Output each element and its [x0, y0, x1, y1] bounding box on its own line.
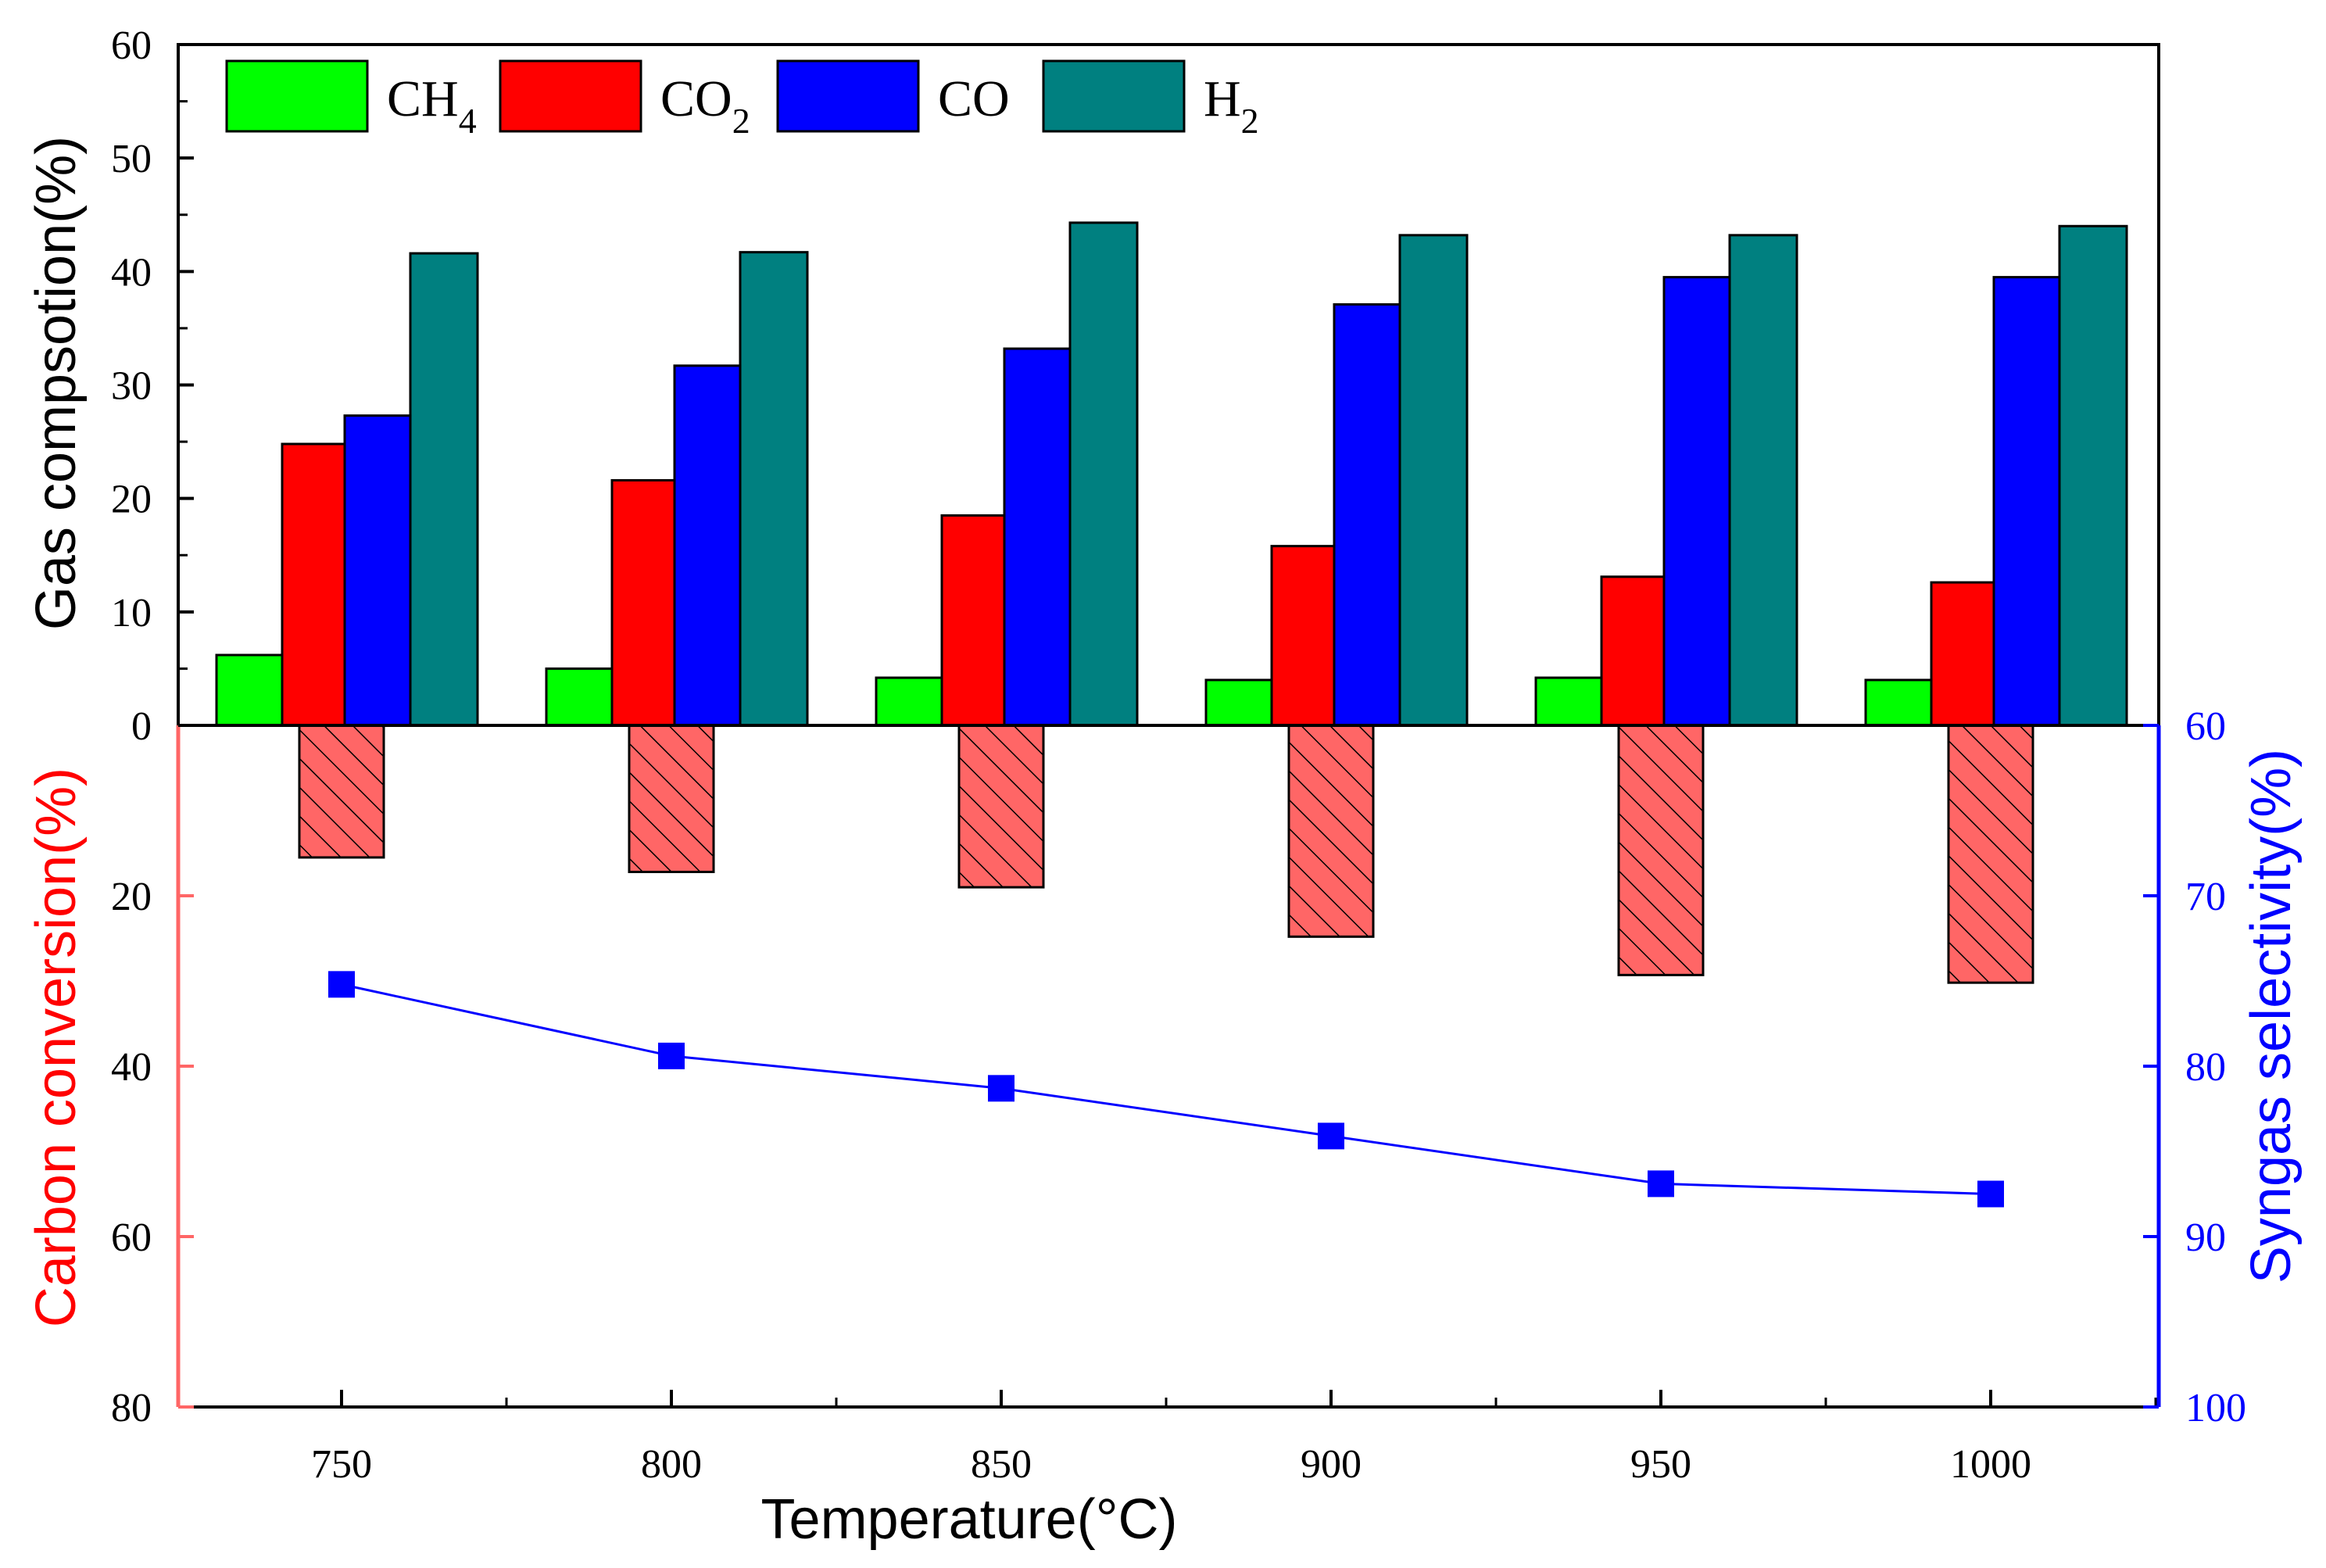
bar-carbon-conversion-1000 [1947, 724, 2034, 984]
bar-co-800 [673, 364, 743, 727]
syngas-selectivity-marker-1000 [1977, 1180, 2004, 1208]
legend-label-co: CO [938, 70, 1010, 127]
bar-co-1000 [1992, 276, 2063, 727]
bar-ch4-750 [215, 653, 285, 727]
bar-h2-900 [1398, 234, 1469, 727]
bar-carbon-conversion-800 [628, 724, 715, 873]
top-y-tick-label: 50 [111, 137, 152, 181]
x-tick-label: 750 [311, 1442, 372, 1487]
bar-carbon-conversion-850 [957, 724, 1045, 889]
left-y-axis-title: Carbon conversion(%) [25, 768, 88, 1327]
right-y-tick-label: 90 [2185, 1215, 2226, 1260]
bar-ch4-850 [875, 676, 945, 727]
legend-label-ch4: CH4 [387, 70, 477, 141]
legend-label-subscript: 2 [1241, 101, 1259, 141]
top-y-tick-label: 30 [111, 364, 152, 409]
bar-h2-850 [1068, 221, 1139, 727]
right-y-tick-label: 100 [2185, 1386, 2246, 1430]
bar-co2-950 [1600, 575, 1670, 727]
top-y-tick-label: 0 [131, 704, 152, 749]
legend-label-main: CO [938, 70, 1010, 127]
legend-label-subscript: 2 [732, 101, 750, 141]
bar-co2-900 [1270, 545, 1340, 727]
top-y-tick-label: 60 [111, 23, 152, 68]
bar-h2-750 [409, 252, 479, 727]
syngas-selectivity-marker-950 [1648, 1170, 1674, 1197]
left-y-tick-label: 40 [111, 1045, 152, 1090]
legend-label-main: CH [387, 70, 459, 127]
syngas-selectivity-line [341, 983, 1991, 1195]
bar-co2-750 [281, 442, 351, 727]
x-tick-label: 900 [1301, 1442, 1362, 1487]
bar-ch4-900 [1204, 678, 1275, 727]
legend-label-co2: CO2 [660, 70, 750, 141]
legend-label-h2: H2 [1204, 70, 1259, 141]
bar-ch4-950 [1534, 676, 1605, 727]
syngas-selectivity-marker-800 [658, 1042, 685, 1069]
bar-carbon-conversion-900 [1287, 724, 1375, 938]
x-tick-label: 1000 [1950, 1442, 2031, 1487]
left-y-tick-label: 80 [111, 1386, 152, 1430]
top-y-tick-label: 10 [111, 591, 152, 635]
x-tick-label: 950 [1630, 1442, 1691, 1487]
bar-h2-800 [739, 251, 809, 727]
bar-h2-1000 [2058, 224, 2128, 727]
x-tick-label: 800 [641, 1442, 702, 1487]
legend-swatch-co2 [499, 59, 642, 133]
legend-label-main: CO [660, 70, 732, 127]
left-y-tick-label: 20 [111, 875, 152, 919]
bar-co-750 [343, 414, 413, 727]
syngas-selectivity-marker-900 [1318, 1122, 1344, 1150]
right-y-tick-label: 80 [2185, 1045, 2226, 1090]
x-axis-title: Temperature(°C) [761, 1488, 1178, 1551]
legend-label-subscript: 4 [459, 101, 477, 141]
top-y-tick-label: 20 [111, 478, 152, 522]
bar-co2-800 [610, 478, 681, 727]
legend-swatch-ch4 [225, 59, 369, 133]
left-y-tick-label: 60 [111, 1215, 152, 1260]
bar-co-850 [1003, 347, 1073, 727]
x-tick-label: 850 [971, 1442, 1032, 1487]
bar-carbon-conversion-950 [1617, 724, 1705, 976]
bar-ch4-800 [545, 667, 615, 727]
bar-co-900 [1333, 303, 1403, 727]
right-y-tick-label: 70 [2185, 875, 2226, 919]
bar-co-950 [1662, 276, 1733, 727]
right-y-tick-label: 60 [2185, 704, 2226, 749]
legend-label-main: H [1204, 70, 1241, 127]
legend-swatch-h2 [1042, 59, 1186, 133]
legend-swatch-co [776, 59, 920, 133]
bar-co2-1000 [1930, 581, 2000, 727]
bar-carbon-conversion-750 [298, 724, 385, 859]
bar-ch4-1000 [1864, 678, 1934, 727]
bar-co2-850 [940, 514, 1011, 727]
syngas-selectivity-marker-850 [988, 1075, 1014, 1102]
right-y-axis-title: Syngas selectivity(%) [2240, 749, 2303, 1283]
syngas-selectivity-marker-750 [328, 971, 355, 998]
top-y-tick-label: 40 [111, 250, 152, 295]
bar-h2-950 [1728, 234, 1798, 727]
top-y-axis-title: Gas compsotion(%) [25, 136, 88, 630]
